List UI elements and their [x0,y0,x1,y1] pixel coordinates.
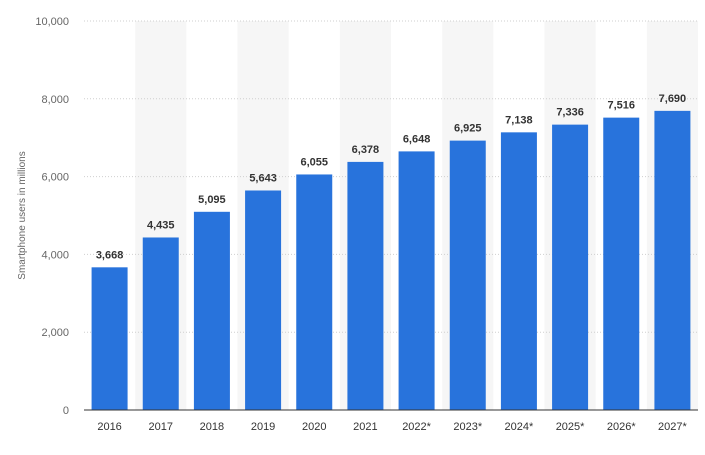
bar-value-label: 4,435 [147,219,175,231]
bar [552,124,589,410]
bar-value-label: 7,336 [556,107,584,119]
x-tick-label: 2016 [97,421,121,433]
gridlines [84,20,698,333]
bar-value-label: 3,668 [96,249,124,261]
x-tick-label: 2018 [200,421,224,433]
x-tick-label: 2026* [607,421,636,433]
bar-value-label: 7,138 [505,114,533,126]
bar [91,267,128,410]
bar [654,110,691,410]
y-tick-label: 6,000 [41,172,69,184]
bar-value-label: 5,095 [198,194,226,206]
bar [603,117,640,411]
x-tick-label: 2025* [556,421,585,433]
bar [142,237,179,410]
bar-value-label: 7,690 [659,93,687,105]
y-tick-label: 4,000 [41,249,69,261]
y-tick-label: 10,000 [35,16,69,28]
x-tick-label: 2027* [658,421,687,433]
bar-value-label: 6,648 [403,133,431,145]
y-tick-label: 2,000 [41,327,69,339]
x-tick-label: 2019 [251,421,275,433]
bars [91,110,691,411]
bar-value-label: 6,378 [352,144,380,156]
x-tick-label: 2020 [302,421,326,433]
x-tick-label: 2021 [353,421,377,433]
bar [296,174,333,410]
y-axis-title: Smartphone users in millions [17,151,28,279]
x-tick-label: 2017 [149,421,173,433]
bar [500,132,537,411]
x-tick-label: 2024* [505,421,534,433]
bar-value-label: 6,055 [300,156,328,168]
bar-value-label: 7,516 [607,100,635,112]
bar-value-label: 5,643 [249,172,277,184]
x-tick-label: 2023* [453,421,482,433]
x-tick-label: 2022* [402,421,431,433]
bar-value-label: 6,925 [454,123,482,135]
bar [245,190,282,410]
bar [398,151,435,410]
bar [193,211,230,410]
bar [449,140,486,410]
x-axis-ticks: 2016 2017 2018 2019 2020 2021 2022* 2023* 2024* 2… [97,421,687,433]
bar-value-labels: 3,668 4,435 5,095 5,643 6,055 6,378 6,648 6,925… [96,93,686,261]
y-tick-label: 0 [63,405,69,417]
bar [347,161,384,410]
y-tick-label: 8,000 [41,94,69,106]
y-axis-ticks: 0 2,000 4,000 6,000 8,000 10,000 [35,16,69,417]
